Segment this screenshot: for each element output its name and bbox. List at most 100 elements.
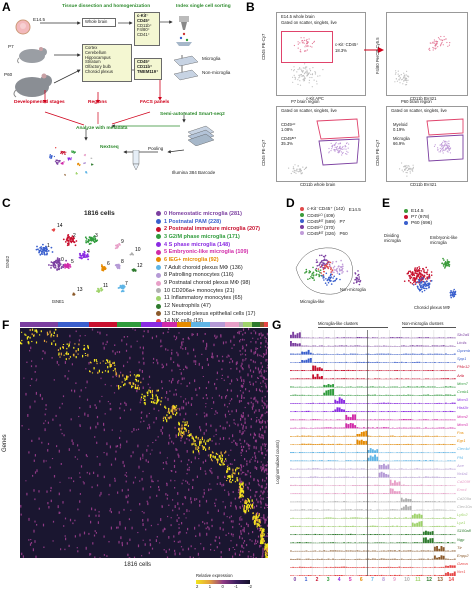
heatmap-cell — [180, 396, 182, 398]
facs-event — [340, 148, 342, 150]
facs-p7-title: P7 brain region — [291, 99, 320, 104]
expression-bar — [358, 460, 361, 462]
heatmap-cell — [174, 552, 176, 556]
heatmap-cell — [31, 328, 34, 331]
heatmap-cell — [258, 484, 260, 487]
heatmap-cell — [149, 390, 151, 394]
heatmap-cell — [90, 520, 92, 524]
expression-bar — [405, 337, 407, 339]
tsne-e-point — [428, 283, 431, 286]
expression-bar — [394, 345, 396, 347]
heatmap-cell — [253, 397, 255, 401]
heatmap-cell — [58, 352, 60, 355]
heatmap-cell — [109, 510, 111, 512]
heatmap-cell — [228, 402, 230, 405]
tsne-d-point — [326, 284, 328, 286]
facs-event — [412, 166, 414, 168]
expression-bar — [431, 444, 434, 445]
expression-bar — [298, 419, 301, 421]
expression-bar — [305, 386, 308, 388]
heatmap-cell — [148, 551, 150, 555]
facs-event — [295, 170, 297, 172]
heatmap-cell — [168, 434, 170, 437]
heatmap-cell — [185, 429, 187, 432]
heatmap-cell — [220, 459, 222, 463]
cluster-color-swatch — [156, 226, 161, 232]
heatmap-cell — [30, 542, 33, 544]
expression-bar — [312, 353, 314, 355]
expression-bar — [314, 427, 317, 429]
facs-event — [407, 79, 409, 81]
expression-bar — [296, 386, 299, 388]
tsne-d-point — [328, 278, 331, 281]
expression-bar — [405, 435, 407, 437]
heatmap-cell — [264, 522, 266, 524]
heatmap-cell — [120, 386, 122, 388]
heatmap-cell — [182, 421, 184, 423]
expression-bar — [307, 477, 310, 478]
expression-bar — [334, 378, 337, 380]
expression-bar — [378, 370, 381, 371]
expression-bar — [387, 436, 390, 437]
heatmap-cell — [247, 470, 249, 473]
heatmap-cell — [34, 454, 36, 457]
expression-bar — [425, 460, 427, 462]
expression-bar — [391, 468, 394, 470]
heatmap-cell — [188, 468, 190, 471]
heatmap-cell — [110, 385, 112, 387]
expression-bar — [356, 378, 359, 380]
expression-bar — [303, 485, 306, 486]
heatmap-cell — [174, 339, 177, 341]
heatmap-cell — [256, 491, 258, 493]
heatmap-cell — [257, 338, 259, 340]
heatmap-cell — [264, 464, 266, 467]
expression-bar — [387, 402, 390, 404]
heatmap-cell — [205, 347, 207, 350]
heatmap-cell — [125, 472, 127, 474]
heatmap-cell — [204, 415, 206, 418]
heatmap-cell — [63, 354, 65, 356]
expression-bar — [312, 485, 314, 486]
expression-bar — [451, 468, 454, 470]
expression-bar — [307, 403, 310, 404]
heatmap-cell — [264, 420, 266, 423]
expression-bar — [425, 337, 427, 339]
heatmap-cell — [145, 528, 147, 531]
expression-bar — [376, 370, 379, 371]
expression-bar — [296, 468, 299, 470]
heatmap-cell — [155, 335, 158, 338]
expression-bar — [440, 353, 443, 355]
heatmap-cell — [179, 407, 181, 411]
expression-bar — [449, 410, 452, 412]
expression-bar — [303, 370, 306, 371]
heatmap-cell — [244, 417, 246, 421]
expression-bar — [411, 411, 414, 412]
facs-event — [340, 151, 342, 153]
heatmap-cell — [266, 483, 268, 486]
expression-bar — [367, 427, 370, 429]
expression-bar — [325, 390, 328, 396]
expression-bar — [396, 354, 399, 355]
tsne-d-point — [330, 273, 332, 276]
heatmap-cell — [56, 334, 58, 338]
age-e145: E14.5 — [33, 17, 46, 22]
heatmap-cell — [178, 531, 180, 535]
expression-bar — [296, 477, 299, 478]
expression-bar — [442, 427, 445, 429]
expression-bar — [358, 403, 361, 404]
expression-bar — [367, 353, 370, 355]
heatmap-cell — [242, 391, 244, 394]
expression-bar — [389, 419, 392, 421]
tsne-d-point — [357, 280, 360, 282]
heatmap-cell — [157, 436, 159, 438]
expression-bar — [431, 337, 434, 339]
tsne-point — [43, 253, 46, 255]
heatmap-cell — [264, 382, 266, 384]
age-legend-item: P7 (978) — [404, 214, 464, 220]
expression-bar — [367, 345, 370, 347]
facs-event — [299, 49, 302, 51]
expression-bar — [396, 452, 399, 453]
expression-bar — [411, 337, 414, 339]
expression-bar — [438, 378, 441, 380]
heatmap-cell — [249, 489, 252, 492]
